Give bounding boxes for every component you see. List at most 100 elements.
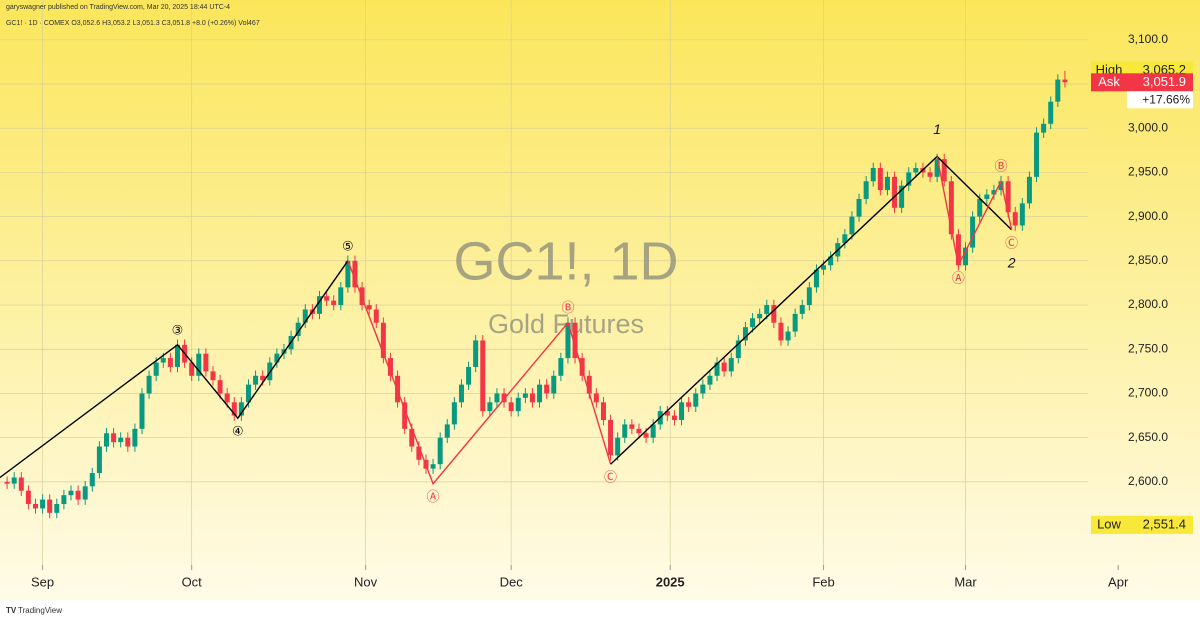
candle-body xyxy=(970,216,976,248)
candle-body xyxy=(139,393,145,429)
candle-body xyxy=(700,384,706,394)
candle-body xyxy=(664,411,670,416)
candle-body xyxy=(1062,79,1068,83)
candle-body xyxy=(977,198,983,217)
wave-label: Ⓐ xyxy=(427,489,440,504)
candle-body xyxy=(196,353,202,376)
wave-label: Ⓑ xyxy=(995,159,1008,174)
badge-note-box xyxy=(1127,91,1193,109)
candle-body xyxy=(622,424,628,438)
candle-body xyxy=(501,393,507,403)
badge-value-box xyxy=(1127,73,1193,92)
candle-body xyxy=(253,375,259,385)
wave-label: ③ xyxy=(172,322,184,337)
candle-body xyxy=(494,393,500,403)
y-tick-label: 2,900.0 xyxy=(1128,209,1168,223)
badge-name-box xyxy=(1091,73,1127,92)
candle-body xyxy=(89,473,95,487)
x-tick-label: 2025 xyxy=(656,574,685,589)
candle-body xyxy=(821,265,827,270)
footer-icon: TV xyxy=(6,606,17,615)
candle-body xyxy=(373,309,379,323)
candle-body xyxy=(331,300,337,306)
watermark: GC1!, 1D xyxy=(453,231,678,291)
wave-label: Ⓐ xyxy=(952,271,965,286)
publisher: garyswagner published on TradingView.com… xyxy=(6,4,230,11)
footer-bar xyxy=(0,600,1200,621)
candle-body xyxy=(842,234,848,244)
candle-body xyxy=(529,393,535,403)
candle-body xyxy=(721,362,727,372)
candle-body xyxy=(18,477,24,491)
candle-body xyxy=(1034,132,1040,177)
candle-body xyxy=(82,486,88,500)
x-tick-label: Mar xyxy=(954,574,977,589)
candle-body xyxy=(778,322,784,341)
candle-body xyxy=(629,424,635,429)
candle-body xyxy=(679,402,685,420)
badge-value: 2,551.4 xyxy=(1143,516,1186,531)
candle-body xyxy=(4,481,10,484)
x-tick-label: Feb xyxy=(812,574,834,589)
candle-body xyxy=(1048,101,1054,124)
footer-logo: TradingView xyxy=(18,606,62,615)
candle-body xyxy=(593,393,599,403)
candle-body xyxy=(430,464,436,469)
candle-body xyxy=(742,327,748,341)
candle-body xyxy=(849,216,855,235)
candle-body xyxy=(189,362,195,376)
candle-body xyxy=(707,375,713,385)
candle-body xyxy=(828,256,834,266)
candle-body xyxy=(948,181,954,235)
candle-body xyxy=(210,371,216,381)
candle-body xyxy=(68,490,74,496)
candle-body xyxy=(1041,123,1047,133)
wave-label: 2 xyxy=(1007,255,1016,271)
candle-body xyxy=(61,495,67,504)
candle-body xyxy=(998,181,1004,191)
candle-body xyxy=(1005,181,1011,213)
candle-body xyxy=(75,490,81,500)
candle-body xyxy=(96,446,102,474)
candle-body xyxy=(125,437,131,447)
candle-body xyxy=(615,437,621,456)
candle-body xyxy=(799,305,805,314)
candle-body xyxy=(671,415,677,420)
candle-body xyxy=(11,477,17,484)
candle-body xyxy=(47,499,53,513)
candle-body xyxy=(153,362,159,376)
candle-body xyxy=(856,198,862,217)
candle-body xyxy=(714,362,720,376)
candle-body xyxy=(927,172,933,177)
wave-label: Ⓒ xyxy=(1005,235,1018,250)
candle-body xyxy=(295,322,301,336)
candle-body xyxy=(792,313,798,332)
x-tick-label: Apr xyxy=(1108,574,1129,589)
candle-body xyxy=(160,358,166,363)
x-tick-label: Sep xyxy=(31,574,54,589)
candle-body xyxy=(551,375,557,394)
candle-body xyxy=(565,322,571,359)
candle-body xyxy=(1019,203,1025,226)
candle-body xyxy=(316,296,322,314)
candle-body xyxy=(466,366,472,385)
candle-body xyxy=(146,375,152,394)
wave-line xyxy=(0,260,349,479)
candle-body xyxy=(913,167,919,173)
x-tick-label: Oct xyxy=(182,574,203,589)
wave-label: Ⓒ xyxy=(604,470,617,485)
y-tick-label: 2,800.0 xyxy=(1128,297,1168,311)
candle-body xyxy=(508,402,514,412)
candle-body xyxy=(906,172,912,186)
candle-body xyxy=(458,384,464,403)
candle-body xyxy=(25,490,31,504)
candle-body xyxy=(54,503,60,513)
candle-body xyxy=(231,402,237,416)
candle-body xyxy=(579,358,585,376)
candle-body xyxy=(572,322,578,359)
x-tick-label: Dec xyxy=(500,574,524,589)
candle-body xyxy=(600,402,606,420)
candle-body xyxy=(785,331,791,341)
wave-line xyxy=(347,260,612,486)
candle-body xyxy=(224,393,230,403)
